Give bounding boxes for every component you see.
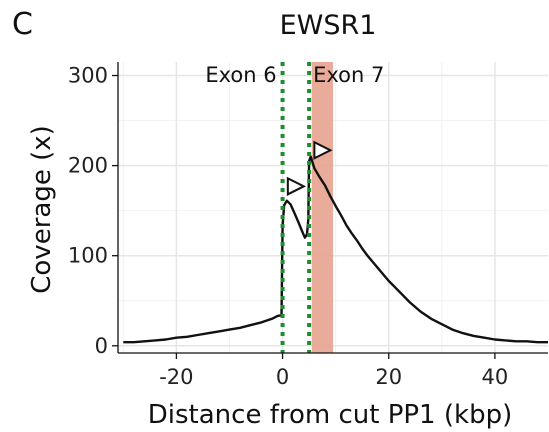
x-tick-label: 20	[375, 365, 402, 389]
y-tick-label: 300	[68, 64, 108, 88]
x-tick-label: 40	[482, 365, 509, 389]
axis-layer: 0 100 200 300 -20 0 20 40	[68, 62, 548, 389]
exon-label-1: Exon 6	[205, 63, 276, 87]
coverage-line-1	[123, 155, 548, 344]
x-tick-label: -20	[159, 365, 193, 389]
marker-triangle-1	[286, 176, 307, 196]
y-tick-label: 0	[95, 334, 108, 358]
highlight-layer	[311, 62, 333, 353]
label-layer: Distance from cut PP1 (kbp) Coverage (x)	[27, 125, 512, 430]
chart-title: EWSR1	[279, 10, 377, 41]
marker-triangle-2	[313, 140, 333, 160]
y-axis-label: Coverage (x)	[27, 125, 57, 294]
panel-label: C	[12, 7, 33, 42]
data-layer	[123, 155, 548, 344]
exon-layer: Exon 6 Exon 7	[205, 62, 384, 353]
y-tick-label: 200	[68, 154, 108, 178]
marker-layer	[286, 140, 333, 196]
y-tick-label: 100	[68, 244, 108, 268]
x-axis-label: Distance from cut PP1 (kbp)	[148, 400, 512, 430]
exon-label-2: Exon 7	[313, 63, 384, 87]
exon7-highlight-region	[311, 62, 333, 353]
x-tick-label: 0	[276, 365, 289, 389]
